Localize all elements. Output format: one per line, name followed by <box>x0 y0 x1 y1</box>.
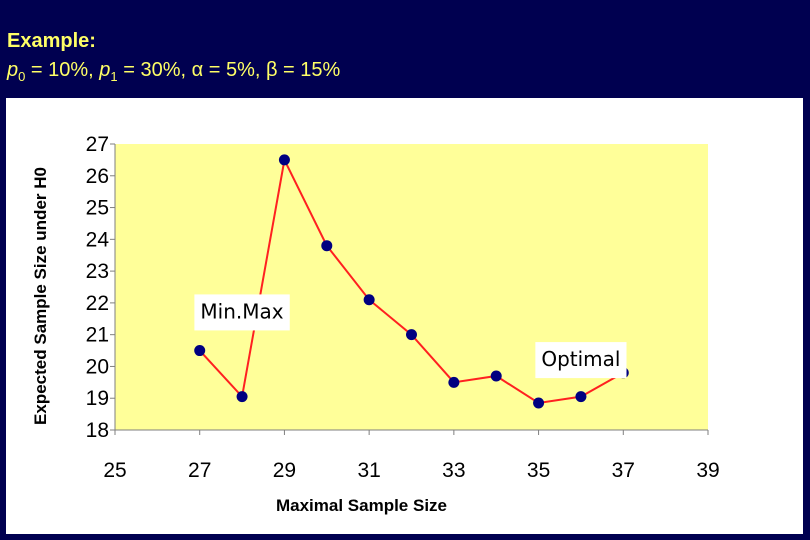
chart-panel: 18 19 20 21 22 23 24 25 26 27 25 27 29 31 33 35 37 39 Ma… <box>6 98 803 534</box>
data-point <box>406 329 417 341</box>
axes <box>114 144 708 431</box>
p0-subscript: 0 <box>18 69 26 84</box>
slide-title: Example: <box>7 30 96 52</box>
data-point <box>194 345 206 357</box>
x-tick-label: 31 <box>357 459 380 482</box>
x-tick-label: 29 <box>273 459 296 482</box>
x-tick-label: 33 <box>442 459 465 482</box>
y-tick-label: 23 <box>86 260 109 283</box>
data-point <box>448 376 460 388</box>
annotation-text: Optimal <box>541 347 620 371</box>
p0-value: = 10%, <box>25 59 100 81</box>
p0-symbol: p <box>7 59 19 81</box>
annotation: Min.Max <box>194 294 290 331</box>
data-point <box>278 154 290 166</box>
data-point <box>236 391 248 403</box>
annotations: Min.Max Optimal <box>194 294 627 379</box>
slide-parameters: p0 = 10%, p1 = 30%, α = 5%, β = 15% <box>7 59 340 84</box>
y-tick-label: 20 <box>86 355 109 378</box>
data-point <box>575 391 587 403</box>
annotation-box <box>535 342 627 379</box>
y-tick-label: 26 <box>86 165 109 188</box>
annotation-box <box>194 294 290 331</box>
p1-subscript: 1 <box>110 69 118 84</box>
x-tick-labels: 25 27 29 31 33 35 37 39 <box>103 430 720 482</box>
y-tick-label: 27 <box>86 133 109 156</box>
y-tick-label: 22 <box>86 292 109 315</box>
annotation: Optimal <box>535 342 627 379</box>
annotation-text: Min.Max <box>200 299 283 323</box>
x-tick-label: 39 <box>696 459 719 482</box>
y-axis-title: Expected Sample Size under H0 <box>31 167 50 425</box>
y-tick-label: 24 <box>86 228 110 251</box>
x-tick-label: 35 <box>527 459 550 482</box>
y-tick-label: 19 <box>86 387 109 410</box>
y-tick-label: 18 <box>86 419 109 442</box>
line-chart: 18 19 20 21 22 23 24 25 26 27 25 27 29 31 33 35 37 39 Ma… <box>31 133 720 515</box>
data-point <box>490 370 502 382</box>
y-tick-label: 21 <box>86 324 109 347</box>
p1-symbol: p <box>99 59 111 81</box>
data-point <box>321 240 333 252</box>
x-tick-label: 27 <box>188 459 211 482</box>
x-tick-label: 25 <box>103 459 126 482</box>
x-axis-title: Maximal Sample Size <box>276 496 447 515</box>
y-tick-labels: 18 19 20 21 22 23 24 25 26 27 <box>86 133 115 442</box>
p1-value: = 30%, α = 5%, β = 15% <box>117 59 341 81</box>
x-tick-label: 37 <box>612 459 635 482</box>
data-point <box>533 397 545 409</box>
y-tick-label: 25 <box>86 197 109 220</box>
data-point <box>363 294 375 306</box>
slide-header: Example: p0 = 10%, p1 = 30%, α = 5%, β =… <box>0 0 810 96</box>
plot-area <box>115 144 708 430</box>
